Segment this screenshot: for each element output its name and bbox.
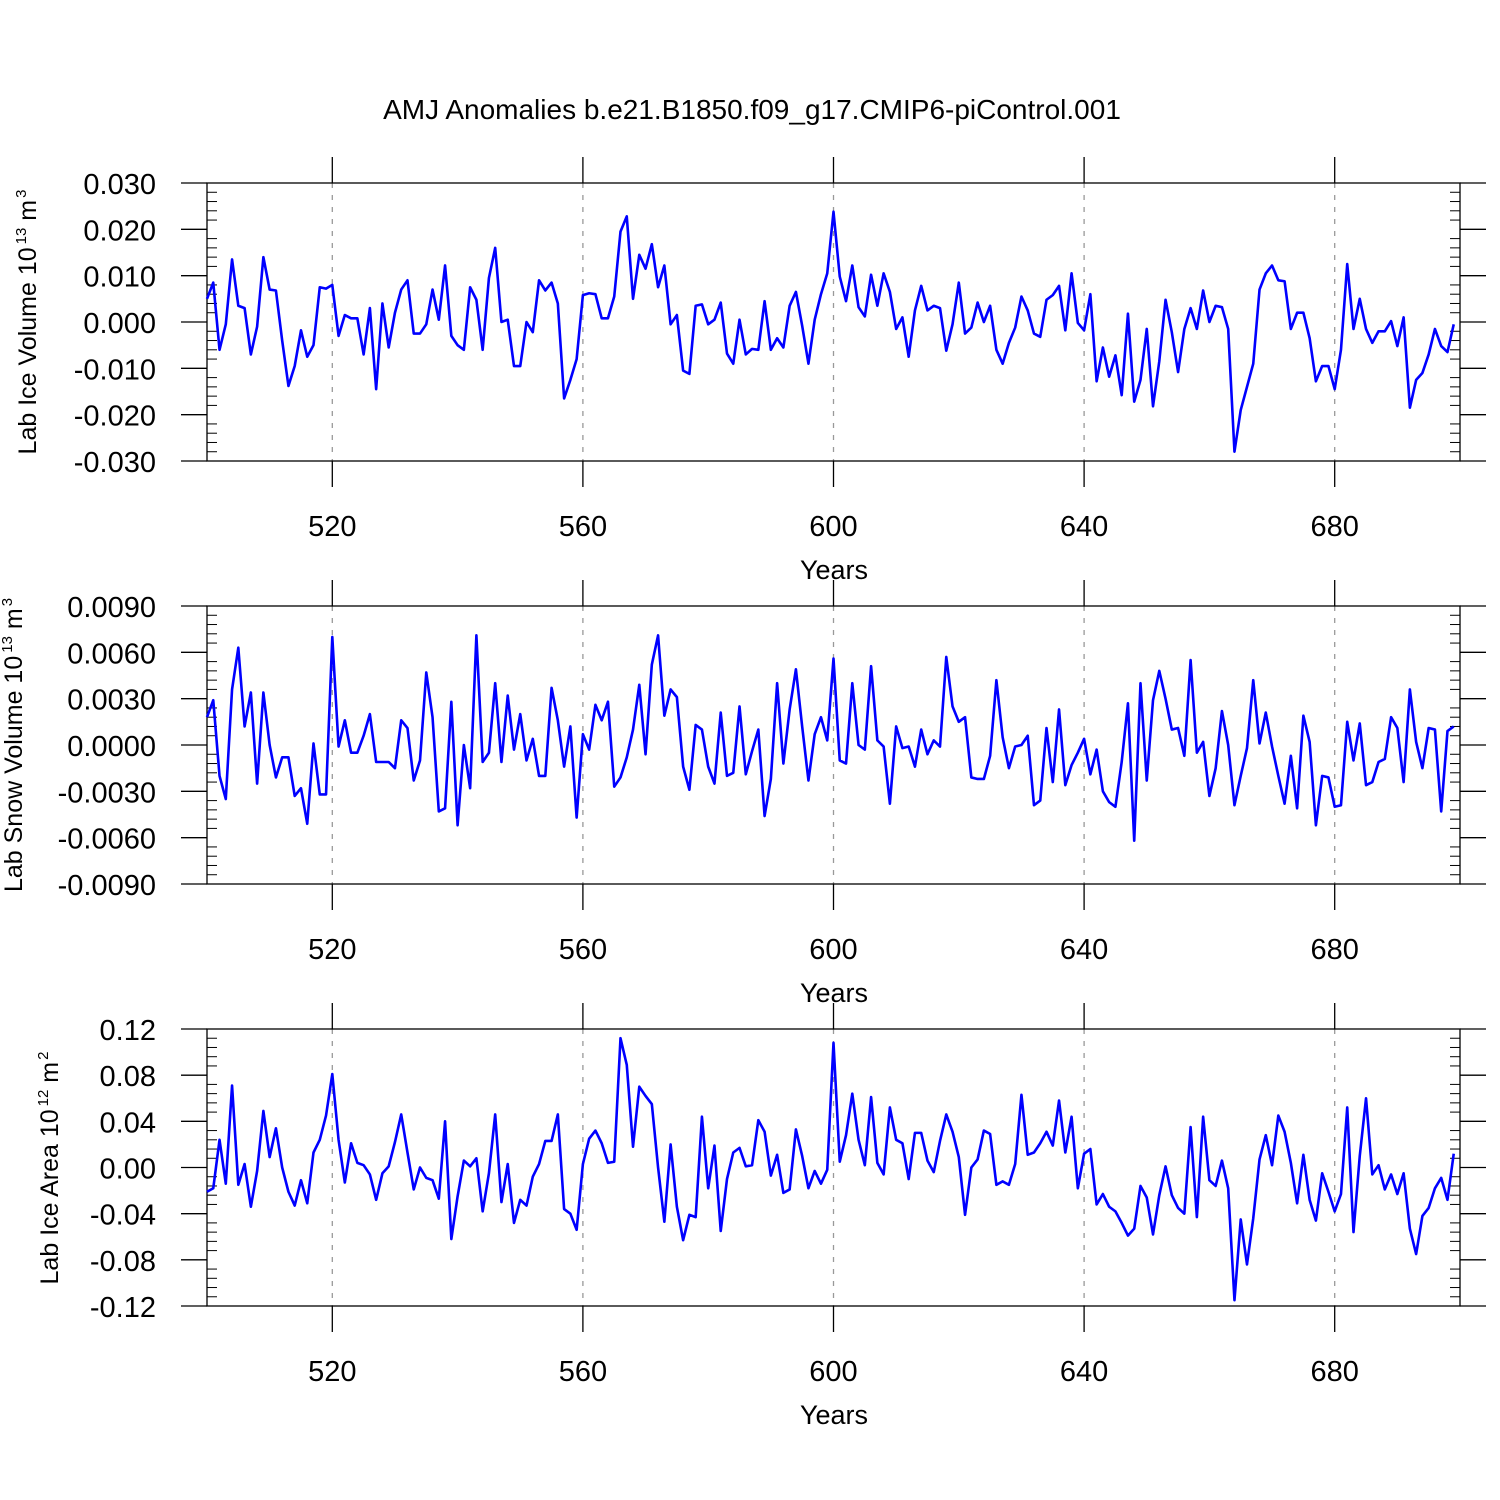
series-line [205,634,1455,843]
y-tick-label: 0.000 [83,308,156,340]
y-tick-label: 0.020 [83,215,156,247]
x-tick-label: 640 [1060,934,1108,966]
y-axis-label: Lab Ice Volume 1013 m3 [13,190,42,455]
y-tick-label: 0.00 [100,1154,156,1186]
x-axis-label: Years [800,1400,868,1430]
x-tick-label: 680 [1311,934,1359,966]
series-line [206,1036,1456,1302]
chart-panel-1: -0.030 -0.020 -0.010 0.000 0.010 0.020 0.030 52… [13,157,1486,585]
y-tick-label: 0.030 [83,169,156,201]
x-tick-label: 520 [308,511,356,543]
plot-frame [206,1028,1461,1307]
x-tick-label: 560 [559,934,607,966]
x-tick-label: 640 [1060,511,1108,543]
y-tick-label: 0.0090 [67,592,156,624]
x-tick-label: 560 [559,1356,607,1388]
x-tick-label: 520 [308,934,356,966]
y-tick-label: 0.0000 [67,731,156,763]
y-tick-label: 0.0060 [67,638,156,670]
y-tick-label: 0.08 [100,1061,156,1093]
y-axis-label: Lab Snow Volume 1013 m3 [0,598,28,892]
y-tick-label: 0.12 [100,1015,156,1047]
y-tick-label: -0.04 [90,1200,156,1232]
y-axis-label: Lab Ice Area 1012 m2 [35,1052,64,1285]
x-tick-label: 680 [1311,1356,1359,1388]
y-tick-label: -0.0030 [58,777,156,809]
x-tick-label: 680 [1311,511,1359,543]
series-line [205,210,1455,454]
y-tick-label: -0.020 [74,401,156,433]
y-tick-label: 0.04 [100,1107,156,1139]
x-tick-label: 600 [809,511,857,543]
y-tick-label: -0.010 [74,354,156,386]
y-tick-label: -0.0060 [58,824,156,856]
figure-title: AMJ Anomalies b.e21.B1850.f09_g17.CMIP6-… [383,94,1121,125]
x-tick-label: 600 [809,1356,857,1388]
x-tick-label: 560 [559,511,607,543]
chart-panel-2: -0.0090 -0.0060 -0.0030 0.0000 0.0030 0.0060 0… [0,580,1486,1008]
y-tick-label: -0.08 [90,1246,156,1278]
x-tick-label: 600 [809,934,857,966]
y-tick-label: -0.030 [74,447,156,479]
y-tick-label: -0.12 [90,1292,156,1324]
plot-frame [206,182,1461,462]
y-tick-label: 0.010 [83,262,156,294]
y-tick-label: -0.0090 [58,870,156,902]
y-tick-label: 0.0030 [67,685,156,717]
x-tick-label: 640 [1060,1356,1108,1388]
x-tick-label: 520 [308,1356,356,1388]
plot-frame [206,605,1461,885]
chart-panel-3: -0.12 -0.08 -0.04 0.00 0.04 0.08 0.12 520 560 600… [35,1003,1486,1430]
